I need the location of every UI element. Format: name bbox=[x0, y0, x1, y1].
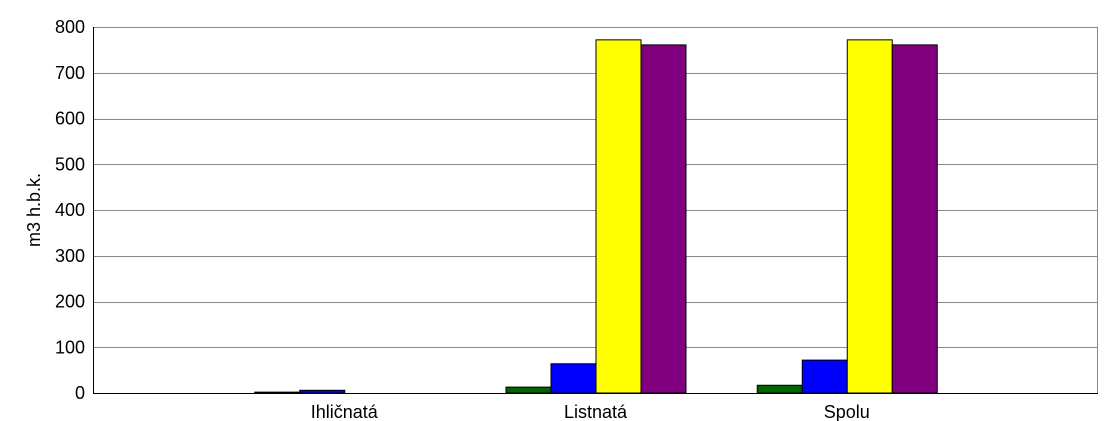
y-tick-label-700: 700 bbox=[55, 63, 85, 83]
x-tick-labels: Ihličnatá Listnatá Spolu bbox=[311, 402, 870, 421]
y-tick-label-300: 300 bbox=[55, 246, 85, 266]
bar-2-series-2 bbox=[550, 363, 597, 394]
axes bbox=[93, 27, 1098, 394]
y-tick-label-500: 500 bbox=[55, 154, 85, 174]
y-tick-label-100: 100 bbox=[55, 337, 85, 357]
bar-2-series-4 bbox=[640, 44, 687, 394]
y-tick-label-800: 800 bbox=[55, 17, 85, 37]
y-tick-label-400: 400 bbox=[55, 200, 85, 220]
x-tick-label-1: Ihličnatá bbox=[311, 402, 379, 421]
bar-1-series-1 bbox=[254, 391, 301, 394]
bar-3-series-3 bbox=[846, 39, 893, 394]
y-tick-label-200: 200 bbox=[55, 292, 85, 312]
bar-2-series-1 bbox=[505, 386, 552, 394]
bar-2-series-3 bbox=[595, 39, 642, 394]
y-axis-title: m3 h.b.k. bbox=[24, 173, 44, 247]
bar-3-series-4 bbox=[891, 44, 938, 394]
bars bbox=[254, 39, 938, 394]
bar-3-series-2 bbox=[801, 359, 848, 394]
y-tick-label-600: 600 bbox=[55, 109, 85, 129]
x-tick-label-3: Spolu bbox=[824, 402, 870, 421]
y-tick-label-0: 0 bbox=[75, 383, 85, 403]
bar-1-series-2 bbox=[299, 389, 346, 394]
y-tick-labels: 0 100 200 300 400 500 600 700 800 bbox=[55, 17, 85, 403]
bar-3-series-1 bbox=[756, 384, 803, 394]
x-tick-label-2: Listnatá bbox=[564, 402, 628, 421]
